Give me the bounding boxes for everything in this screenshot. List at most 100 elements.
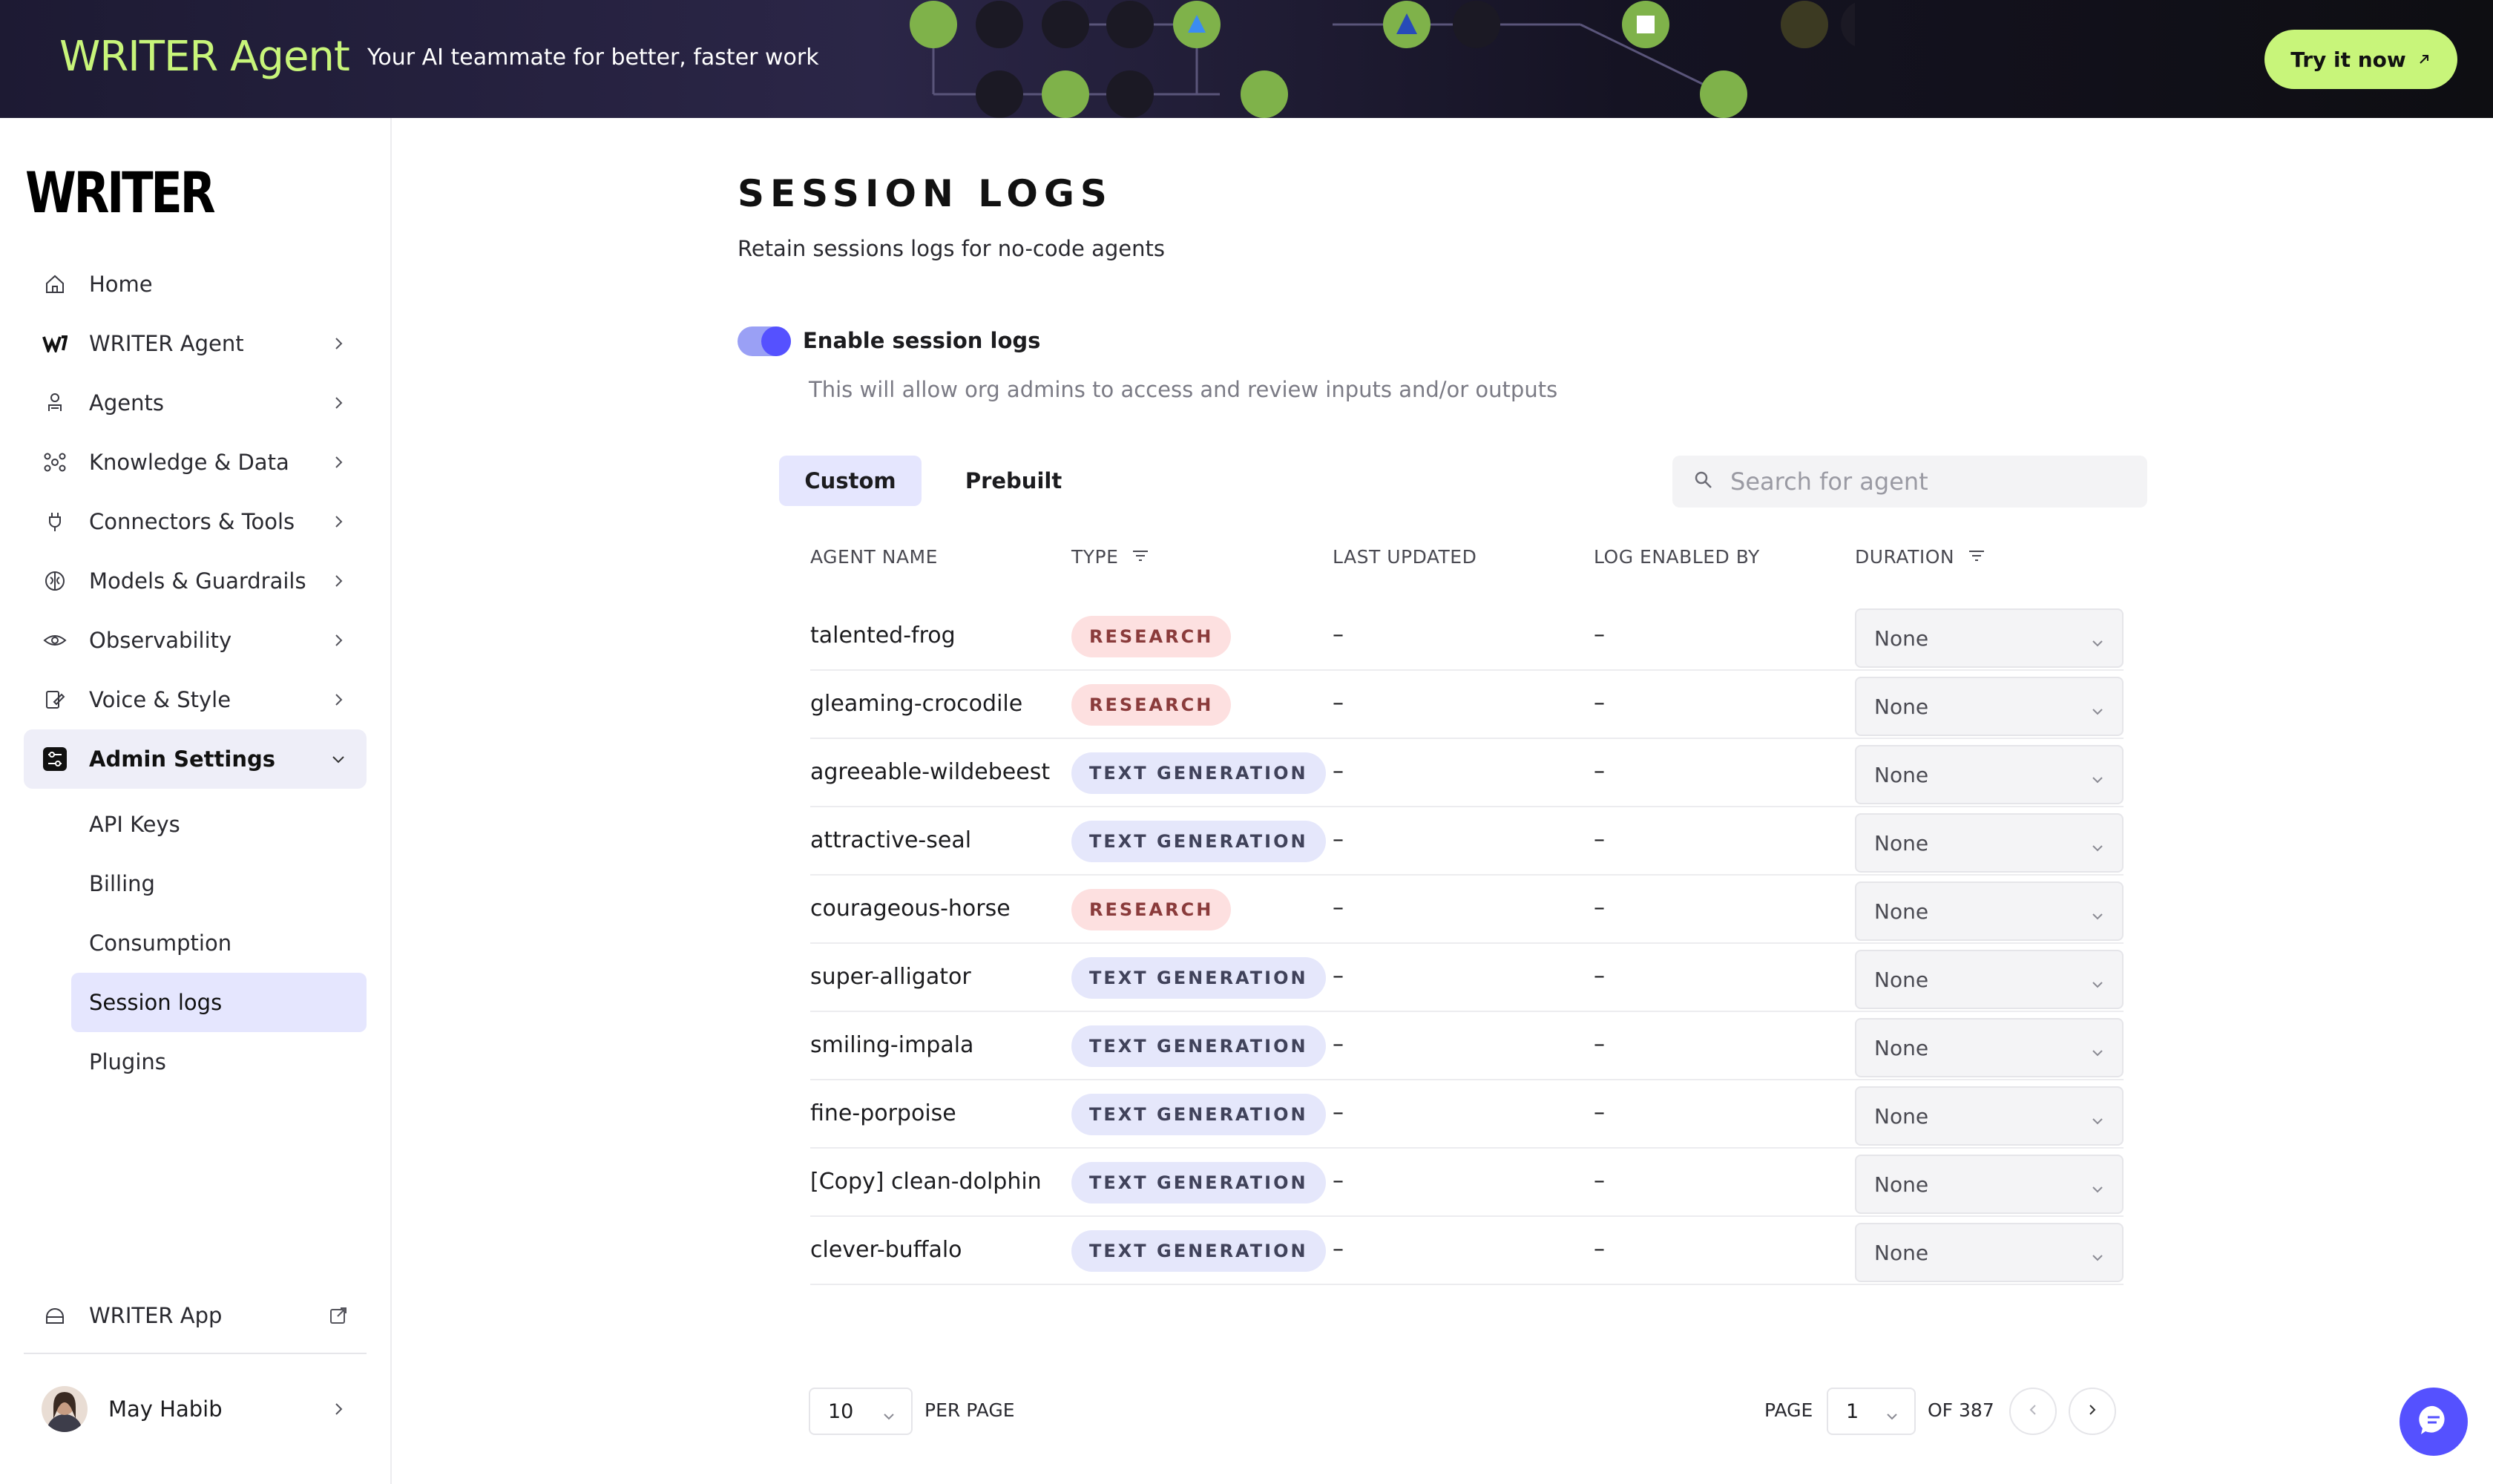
writer-app-link[interactable]: WRITER App	[24, 1286, 367, 1345]
duration-value: None	[1874, 626, 1929, 651]
column-last-updated: LAST UPDATED	[1333, 546, 1477, 568]
chevron-down-icon	[2089, 837, 2106, 861]
agent-type-badge: TEXT GENERATION	[1071, 1162, 1326, 1204]
last-updated: –	[1333, 895, 1344, 921]
tab-prebuilt[interactable]: Prebuilt	[965, 468, 1062, 493]
log-enabled-by: –	[1594, 1100, 1605, 1126]
chevron-right-icon	[328, 393, 349, 418]
sidebar-item-voice-style[interactable]: Voice & Style	[24, 670, 367, 729]
duration-value: None	[1874, 1103, 1929, 1129]
chevron-right-icon	[328, 511, 349, 537]
last-updated: –	[1333, 1100, 1344, 1126]
agent-name: gleaming-crocodile	[810, 691, 1023, 717]
duration-value: None	[1874, 967, 1929, 992]
sidebar-item-api-keys[interactable]: API Keys	[89, 812, 180, 837]
next-page-button[interactable]	[2069, 1388, 2116, 1435]
table-row: attractive-seal TEXT GENERATION – – None	[810, 807, 2124, 876]
sidebar-item-consumption[interactable]: Consumption	[89, 930, 232, 956]
agent-type-badge: TEXT GENERATION	[1071, 1025, 1326, 1067]
last-updated: –	[1333, 1236, 1344, 1262]
sidebar-item-writer-agent[interactable]: WRITER Agent	[24, 314, 367, 373]
duration-select[interactable]: None	[1855, 1223, 2124, 1282]
toggle-help-text: This will allow org admins to access and…	[809, 377, 1558, 402]
user-profile[interactable]: May Habib	[24, 1373, 367, 1445]
filter-icon[interactable]	[1968, 546, 1985, 568]
table-row: [Copy] clean-dolphin TEXT GENERATION – –…	[810, 1149, 2124, 1217]
page-select[interactable]: 1	[1827, 1388, 1916, 1435]
tab-custom[interactable]: Custom	[779, 456, 922, 506]
sidebar-item-label: Voice & Style	[89, 687, 231, 712]
last-updated: –	[1333, 758, 1344, 784]
page-label: PAGE	[1764, 1399, 1813, 1421]
duration-select[interactable]: None	[1855, 881, 2124, 941]
try-it-now-button[interactable]: Try it now	[2264, 30, 2457, 89]
enable-session-logs-toggle[interactable]	[738, 326, 791, 356]
sidebar-item-plugins[interactable]: Plugins	[89, 1049, 166, 1074]
sidebar-item-label: Home	[89, 272, 153, 297]
sidebar-item-label: Models & Guardrails	[89, 568, 306, 594]
sidebar-divider	[24, 1353, 367, 1354]
duration-value: None	[1874, 694, 1929, 719]
session-logs-table: talented-frog RESEARCH – – None gleaming…	[810, 603, 2124, 1285]
duration-select[interactable]: None	[1855, 1018, 2124, 1077]
chevron-down-icon	[2089, 1042, 2106, 1066]
agent-name: [Copy] clean-dolphin	[810, 1169, 1042, 1195]
column-type: TYPE	[1071, 546, 1149, 568]
external-link-icon	[328, 1305, 349, 1331]
support-chat-button[interactable]	[2400, 1388, 2468, 1456]
duration-select[interactable]: None	[1855, 677, 2124, 736]
agent-name: clever-buffalo	[810, 1237, 962, 1263]
sidebar: WRITER Home WRITER Agent Agents Knowledg…	[0, 118, 392, 1484]
sidebar-item-billing[interactable]: Billing	[89, 871, 155, 896]
sidebar-item-session-logs[interactable]: Session logs	[71, 973, 367, 1032]
filter-icon[interactable]	[1131, 546, 1149, 568]
agent-name: super-alligator	[810, 964, 971, 990]
per-page-select[interactable]: 10	[809, 1388, 913, 1435]
agent-name: courageous-horse	[810, 896, 1011, 922]
writer-logo: WRITER	[25, 160, 216, 226]
duration-select[interactable]: None	[1855, 745, 2124, 804]
chevron-right-icon	[328, 1399, 349, 1425]
table-row: agreeable-wildebeest TEXT GENERATION – –…	[810, 739, 2124, 807]
log-enabled-by: –	[1594, 758, 1605, 784]
chevron-right-icon	[328, 630, 349, 656]
duration-value: None	[1874, 1172, 1929, 1197]
sidebar-item-connectors-tools[interactable]: Connectors & Tools	[24, 492, 367, 551]
duration-select[interactable]: None	[1855, 1155, 2124, 1214]
duration-select[interactable]: None	[1855, 608, 2124, 668]
sidebar-item-admin-settings[interactable]: Admin Settings	[24, 729, 367, 789]
column-duration: DURATION	[1855, 546, 1985, 568]
agent-type-badge: TEXT GENERATION	[1071, 1230, 1326, 1272]
column-label: LAST UPDATED	[1333, 546, 1477, 568]
log-enabled-by: –	[1594, 1168, 1605, 1194]
chevron-down-icon	[1885, 1406, 1899, 1429]
sidebar-item-models-guardrails[interactable]: Models & Guardrails	[24, 551, 367, 611]
duration-select[interactable]: None	[1855, 1086, 2124, 1146]
duration-value: None	[1874, 1035, 1929, 1060]
previous-page-button[interactable]	[2009, 1388, 2057, 1435]
duration-select[interactable]: None	[1855, 813, 2124, 873]
sidebar-item-home[interactable]: Home	[24, 255, 367, 314]
sidebar-item-agents[interactable]: Agents	[24, 373, 367, 433]
admin-settings-submenu: API Keys Billing Consumption Session log…	[24, 795, 367, 1091]
agent-search[interactable]	[1672, 456, 2147, 508]
sliders-icon	[42, 746, 68, 772]
last-updated: –	[1333, 963, 1344, 989]
eye-icon	[42, 627, 68, 654]
page-value: 1	[1846, 1399, 1859, 1423]
search-input[interactable]	[1730, 467, 2131, 496]
table-row: talented-frog RESEARCH – – None	[810, 603, 2124, 671]
sidebar-item-knowledge-data[interactable]: Knowledge & Data	[24, 433, 367, 492]
headset-icon	[42, 1302, 68, 1329]
agent-type-badge: TEXT GENERATION	[1071, 752, 1326, 794]
plug-icon	[42, 508, 68, 535]
sidebar-item-observability[interactable]: Observability	[24, 611, 367, 670]
table-row: courageous-horse RESEARCH – – None	[810, 876, 2124, 944]
log-enabled-by: –	[1594, 827, 1605, 853]
duration-value: None	[1874, 1240, 1929, 1265]
agent-type-badge: TEXT GENERATION	[1071, 821, 1326, 862]
duration-select[interactable]: None	[1855, 950, 2124, 1009]
banner-brand: WRITER Agent	[59, 33, 350, 81]
chevron-right-icon	[328, 452, 349, 478]
home-icon	[42, 271, 68, 298]
